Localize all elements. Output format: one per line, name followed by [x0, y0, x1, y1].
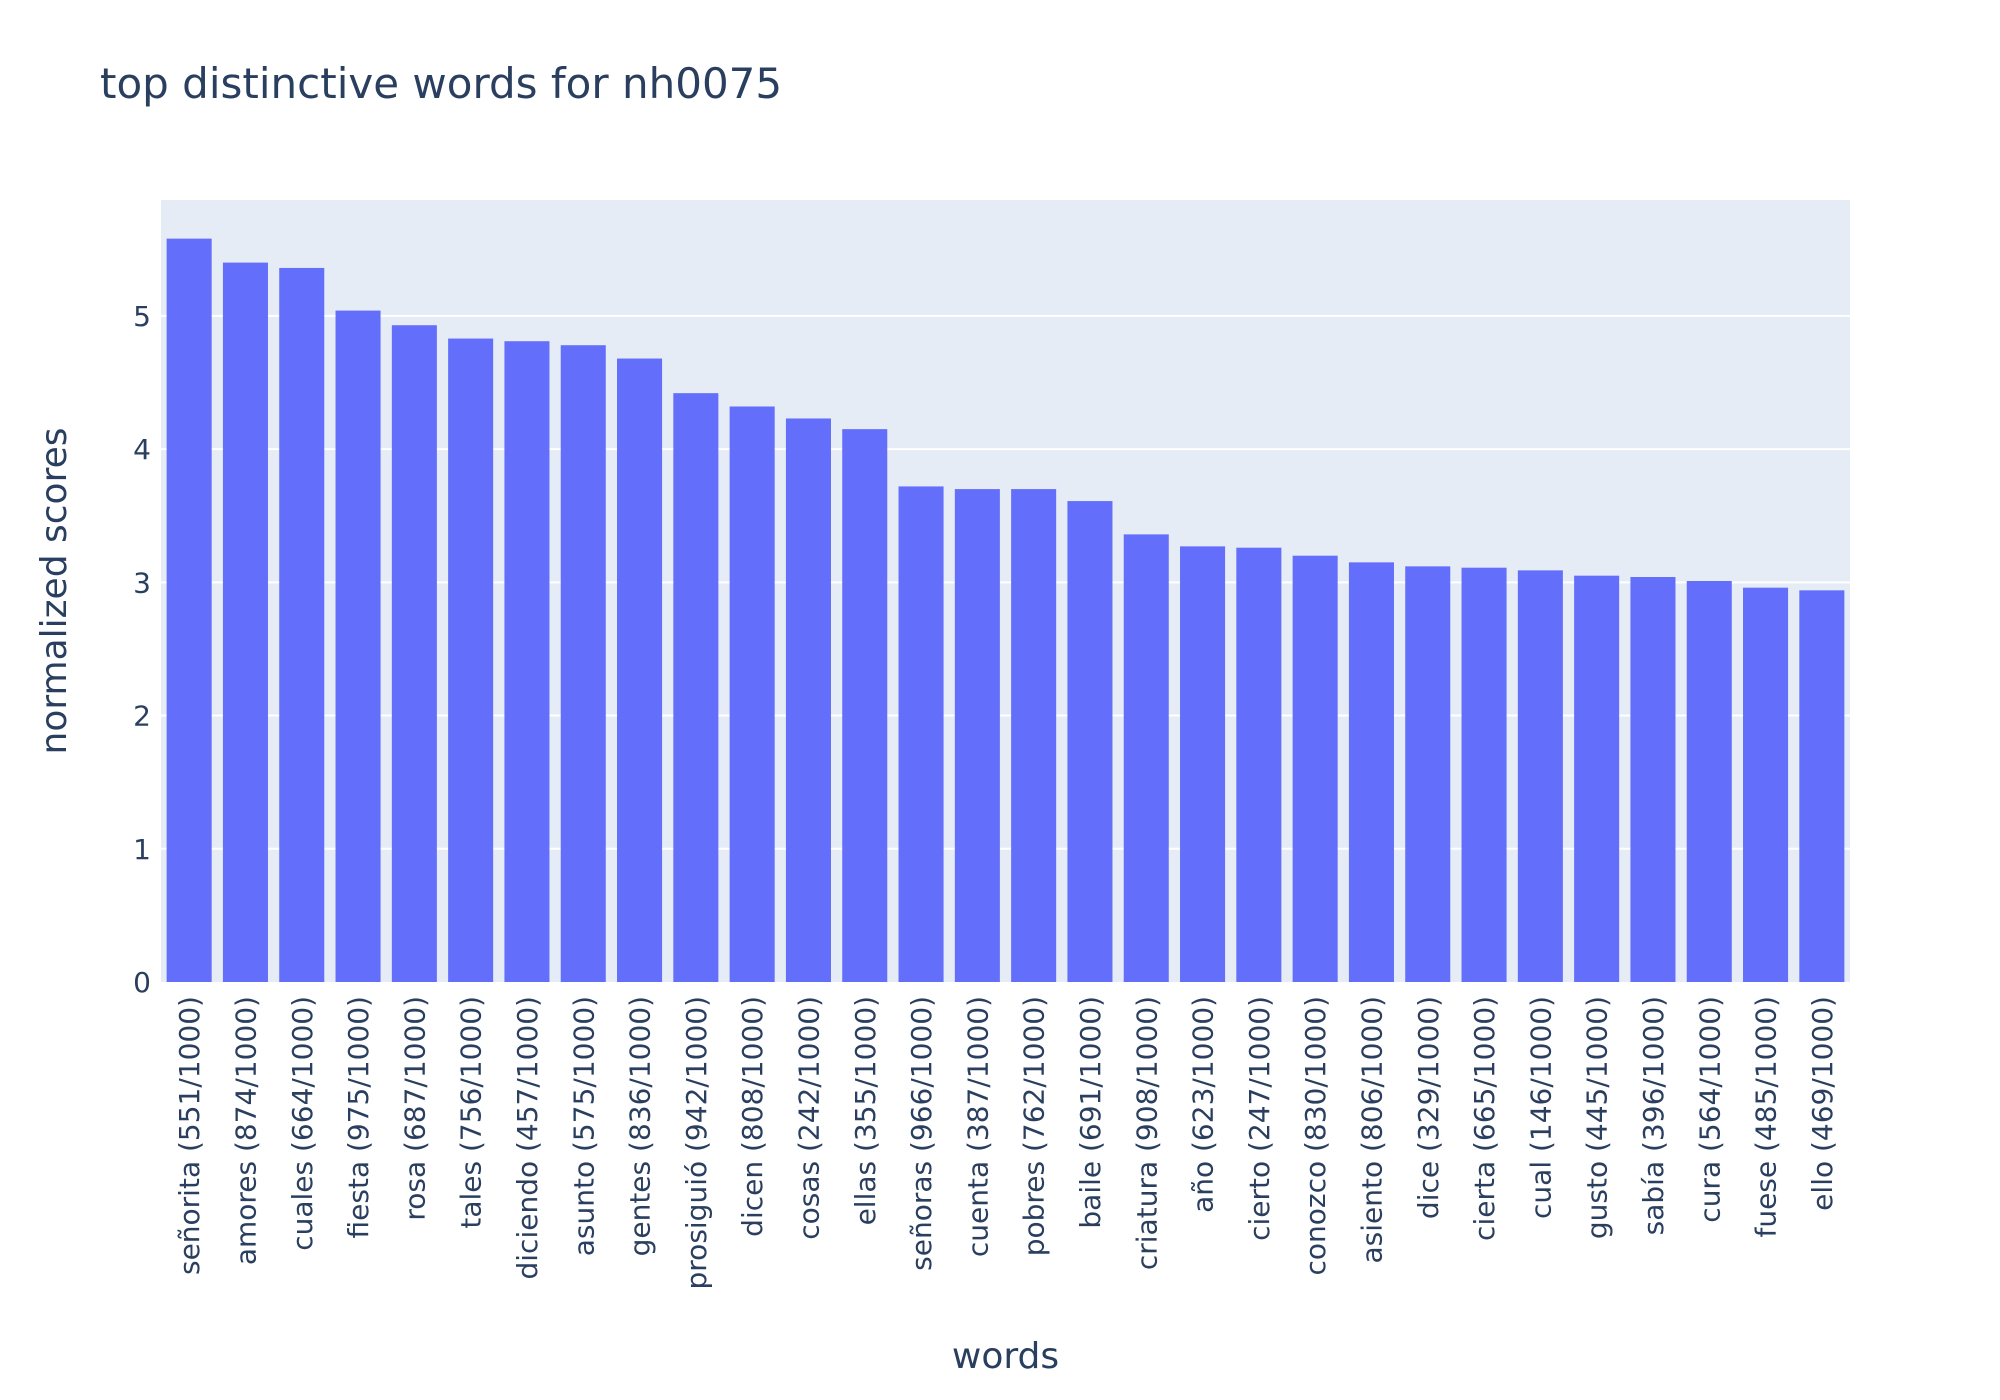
- plot-area: [161, 200, 1850, 982]
- bar: [1461, 567, 1507, 982]
- x-tick-label: ello (469/1000): [1806, 996, 1839, 1211]
- x-tick-label: señorita (551/1000): [173, 996, 206, 1275]
- x-tick-label: cosas (242/1000): [792, 996, 825, 1240]
- x-tick-label: tales (756/1000): [455, 996, 488, 1229]
- y-axis-ticks: 0 1 2 3 4 5: [133, 300, 151, 999]
- x-tick-label: asiento (806/1000): [1355, 996, 1388, 1264]
- bar: [1517, 570, 1563, 982]
- y-tick-label: 1: [133, 833, 151, 866]
- bar: [954, 489, 1000, 982]
- x-tick-label: fuese (485/1000): [1750, 996, 1783, 1238]
- bar: [617, 358, 663, 983]
- x-axis-ticks: señorita (551/1000) amores (874/1000) cual…: [173, 996, 1839, 1289]
- y-axis-title: normalized scores: [34, 428, 75, 755]
- bar: [1574, 575, 1620, 982]
- x-tick-label: cierta (665/1000): [1468, 996, 1501, 1241]
- bar: [504, 341, 550, 982]
- bar: [222, 262, 268, 982]
- x-tick-label: cuales (664/1000): [286, 996, 319, 1251]
- bar: [1180, 546, 1226, 982]
- bar: [729, 406, 775, 983]
- x-tick-label: cual (146/1000): [1524, 996, 1557, 1219]
- gridlines: [161, 314, 1850, 850]
- y-tick-label: 4: [133, 433, 151, 466]
- bar: [166, 238, 212, 982]
- x-tick-label: cierto (247/1000): [1243, 996, 1276, 1241]
- bar: [1292, 555, 1338, 982]
- x-tick-label: cura (564/1000): [1693, 996, 1726, 1223]
- bar: [1011, 489, 1057, 982]
- bar: [1799, 590, 1845, 982]
- x-tick-label: sabía (396/1000): [1637, 996, 1670, 1235]
- x-tick-label: prosiguió (942/1000): [680, 996, 713, 1289]
- bar: [1236, 547, 1282, 982]
- bar: [1630, 577, 1676, 982]
- bar: [1743, 587, 1789, 982]
- x-tick-label: dice (329/1000): [1412, 996, 1445, 1219]
- x-tick-label: conozco (830/1000): [1299, 996, 1332, 1276]
- x-tick-label: ellas (355/1000): [849, 996, 882, 1225]
- bar: [898, 486, 944, 982]
- x-tick-label: dicen (808/1000): [736, 996, 769, 1237]
- bar: [1405, 566, 1451, 982]
- x-tick-label: cuenta (387/1000): [961, 996, 994, 1257]
- y-tick-label: 0: [133, 966, 151, 999]
- bar: [279, 267, 325, 982]
- x-tick-label: baile (691/1000): [1074, 996, 1107, 1229]
- bar: [448, 338, 494, 982]
- x-tick-label: pobres (762/1000): [1018, 996, 1051, 1256]
- chart-title: top distinctive words for nh0075: [100, 59, 782, 108]
- bar: [785, 418, 831, 982]
- bar: [335, 310, 381, 982]
- bar: [560, 345, 606, 982]
- x-tick-label: asunto (575/1000): [567, 996, 600, 1256]
- x-tick-label: rosa (687/1000): [398, 996, 431, 1221]
- x-tick-label: año (623/1000): [1187, 996, 1220, 1213]
- bar: [1123, 534, 1169, 982]
- bar: [673, 393, 719, 982]
- bar: [391, 325, 437, 982]
- bar: [1348, 562, 1394, 982]
- x-axis-title: words: [952, 1336, 1059, 1377]
- y-tick-label: 5: [133, 300, 151, 333]
- bar: [1686, 581, 1732, 982]
- x-tick-label: diciendo (457/1000): [511, 996, 544, 1280]
- bar: [842, 429, 888, 982]
- bar: [1067, 501, 1113, 982]
- x-tick-label: gusto (445/1000): [1581, 996, 1614, 1239]
- x-tick-label: gentes (836/1000): [624, 996, 657, 1256]
- x-tick-label: señoras (966/1000): [905, 996, 938, 1271]
- y-tick-label: 3: [133, 566, 151, 599]
- x-tick-label: amores (874/1000): [229, 996, 262, 1265]
- y-tick-label: 2: [133, 700, 151, 733]
- x-tick-label: fiesta (975/1000): [342, 996, 375, 1238]
- bars: [166, 238, 1845, 983]
- x-tick-label: criatura (908/1000): [1130, 996, 1163, 1270]
